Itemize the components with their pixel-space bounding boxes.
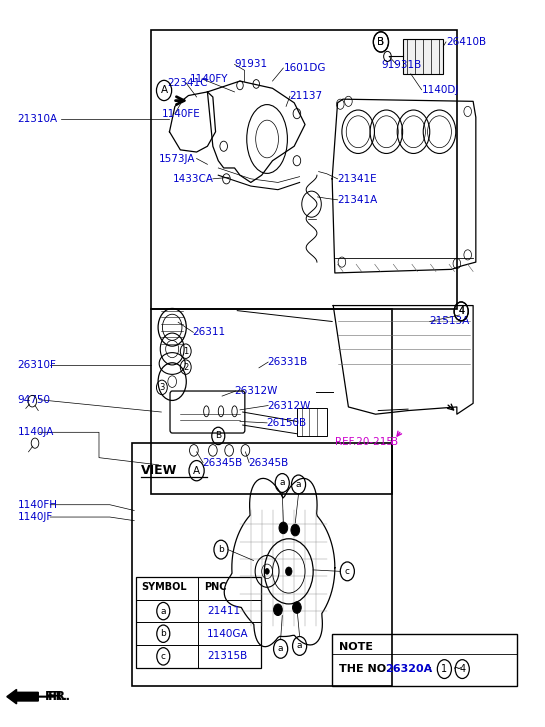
Bar: [297, 409, 326, 436]
Text: 1140DJ: 1140DJ: [422, 85, 459, 95]
Bar: [150, 31, 457, 309]
Text: THE NO.: THE NO.: [338, 664, 390, 674]
Bar: [131, 443, 392, 686]
Text: B: B: [377, 37, 385, 47]
Text: 4: 4: [459, 664, 465, 674]
Text: A: A: [160, 86, 168, 95]
Text: 21513A: 21513A: [430, 316, 470, 326]
Text: 1433CA: 1433CA: [173, 174, 214, 184]
Circle shape: [274, 604, 282, 616]
Text: A: A: [193, 466, 200, 475]
Text: 21310A: 21310A: [17, 113, 58, 124]
Text: 91931B: 91931B: [381, 60, 421, 70]
Text: 4: 4: [458, 306, 464, 316]
Text: 21315B: 21315B: [207, 651, 247, 662]
Circle shape: [279, 522, 288, 534]
Text: a: a: [297, 641, 302, 651]
Text: 4: 4: [458, 306, 464, 316]
Text: 26345B: 26345B: [248, 458, 288, 467]
Bar: [332, 634, 517, 686]
Text: 26312W: 26312W: [267, 401, 311, 411]
Text: 26345B: 26345B: [202, 458, 243, 467]
Text: 21411: 21411: [207, 606, 240, 616]
Text: 26310F: 26310F: [17, 360, 57, 370]
Text: 3: 3: [159, 383, 165, 392]
Text: B: B: [377, 37, 385, 47]
Text: REF.20-215: REF.20-215: [335, 437, 393, 446]
Bar: [136, 577, 261, 667]
Text: 21341A: 21341A: [337, 195, 378, 205]
Text: c: c: [345, 567, 350, 576]
Text: 1140FE: 1140FE: [161, 108, 200, 119]
Text: 2: 2: [183, 363, 189, 371]
Text: FR.: FR.: [47, 690, 71, 703]
Text: :: :: [426, 664, 436, 674]
Text: 21137: 21137: [289, 92, 322, 101]
Text: 22341C: 22341C: [167, 78, 207, 87]
Text: 1601DG: 1601DG: [283, 63, 326, 73]
Text: 1140JF: 1140JF: [17, 512, 53, 522]
Text: 26320A: 26320A: [385, 664, 433, 674]
Text: FR.: FR.: [45, 690, 68, 703]
Text: a: a: [278, 644, 283, 654]
Text: 1: 1: [441, 664, 447, 674]
Text: NOTE: NOTE: [338, 641, 373, 651]
Text: 1573JA: 1573JA: [159, 153, 195, 164]
Text: ~: ~: [452, 664, 462, 674]
Text: 26311: 26311: [192, 327, 226, 337]
Text: 1140FY: 1140FY: [190, 74, 228, 84]
Text: a: a: [280, 478, 285, 488]
Text: a: a: [296, 480, 301, 489]
FancyArrow shape: [7, 689, 38, 704]
Text: 1140JA: 1140JA: [17, 427, 54, 438]
Text: B: B: [391, 437, 398, 446]
Text: 1140FH: 1140FH: [17, 499, 58, 510]
Bar: [150, 309, 392, 494]
Text: VIEW: VIEW: [141, 464, 178, 477]
Text: b: b: [218, 545, 224, 554]
Circle shape: [265, 569, 269, 574]
Circle shape: [293, 602, 301, 614]
Bar: [403, 39, 443, 74]
Text: PNC: PNC: [204, 582, 227, 593]
Text: 26410B: 26410B: [446, 37, 486, 47]
Text: a: a: [161, 606, 166, 616]
Text: 26331B: 26331B: [267, 357, 307, 367]
Text: 94750: 94750: [17, 395, 51, 405]
Text: 1140GA: 1140GA: [207, 629, 249, 639]
Circle shape: [286, 567, 292, 576]
Text: SYMBOL: SYMBOL: [141, 582, 187, 593]
Text: 26312W: 26312W: [234, 386, 278, 396]
Circle shape: [291, 524, 300, 536]
Text: 91931: 91931: [234, 60, 268, 69]
Text: 1: 1: [183, 347, 189, 356]
Text: 26150B: 26150B: [266, 418, 306, 428]
Text: c: c: [161, 652, 166, 661]
Text: b: b: [160, 630, 166, 638]
Text: B: B: [215, 431, 221, 441]
Text: 21341E: 21341E: [337, 174, 377, 184]
